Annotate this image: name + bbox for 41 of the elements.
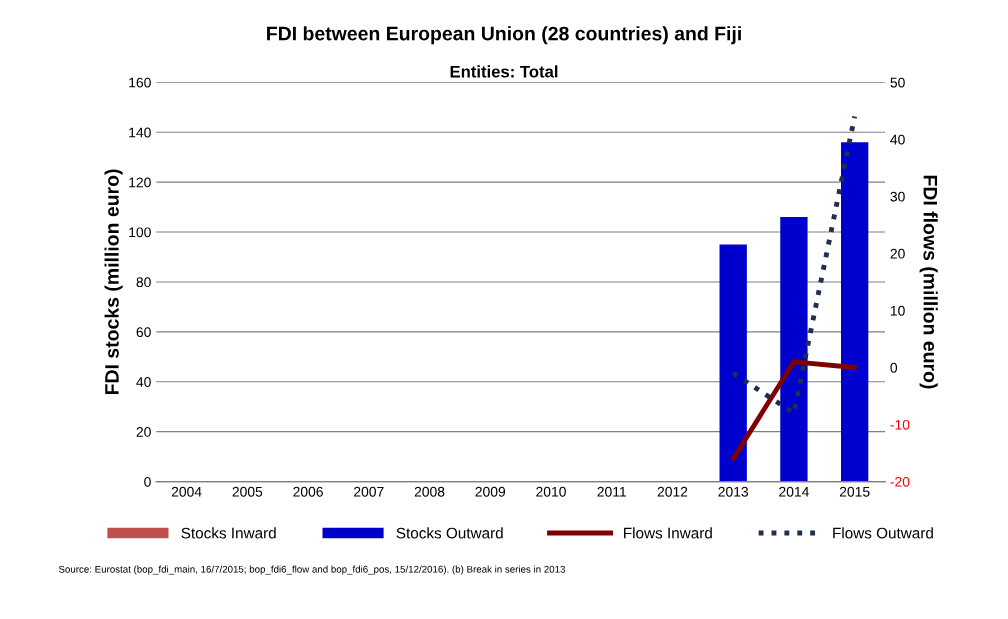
y-tick-label: 40: [136, 377, 151, 387]
x-tick-label: 2006: [293, 486, 323, 497]
y-tick-label: 100: [129, 227, 151, 238]
y2-tick-label: 50: [890, 77, 905, 88]
x-tick-label: 2013: [718, 486, 749, 497]
source-note: Source: Eurostat (bop_fdi_main, 16/7/2015; bop_fdi6_flow and bop_fdi6_pos, 15/12/2016). (b) Break in series in 2013: [58, 565, 566, 575]
y2-axis-title: FDI flows (million euro): [919, 175, 938, 389]
x-tick-label: 2010: [536, 486, 566, 497]
legend-label: Stocks Outward: [396, 527, 503, 539]
y2-tick-label: 20: [890, 248, 905, 259]
legend-label: Flows Outward: [833, 527, 933, 539]
x-tick-label: 2009: [475, 486, 506, 497]
y2-tick-label: 10: [890, 305, 905, 316]
bar: [719, 244, 747, 482]
y-tick-label: 160: [129, 77, 151, 88]
legend-label: Stocks Inward: [181, 527, 276, 539]
x-tick-label: 2007: [354, 486, 384, 497]
x-tick-label: 2014: [779, 486, 809, 497]
x-tick-label: 2012: [657, 486, 688, 497]
y-tick-label: 20: [136, 427, 151, 437]
bar: [780, 217, 808, 482]
y-tick-label: 120: [129, 177, 151, 188]
x-tick-label: 2015: [839, 486, 870, 497]
y2-tick-label: -10: [890, 419, 910, 430]
x-tick-label: 2008: [414, 486, 445, 497]
y-axis-title: FDI stocks (million euro): [104, 169, 123, 395]
x-tick-label: 2005: [232, 486, 263, 497]
x-tick-label: 2011: [597, 486, 626, 497]
y-tick-label: 140: [129, 127, 151, 138]
y2-tick-label: -20: [890, 476, 910, 487]
y-tick-label: 60: [136, 327, 151, 338]
x-tick-label: 2004: [171, 486, 202, 497]
y2-tick-label: 30: [890, 191, 905, 202]
legend-label: Flows Inward: [624, 527, 712, 539]
y2-tick-label: 40: [890, 134, 905, 145]
y-tick-label: 0: [144, 476, 151, 487]
chart-subtitle: Entities: Total: [450, 65, 558, 78]
y-tick-label: 80: [136, 277, 151, 288]
y2-tick-label: 0: [890, 362, 898, 373]
bar: [840, 142, 869, 482]
chart-title: FDI between European Union (28 countries) and Fiji: [267, 26, 741, 45]
